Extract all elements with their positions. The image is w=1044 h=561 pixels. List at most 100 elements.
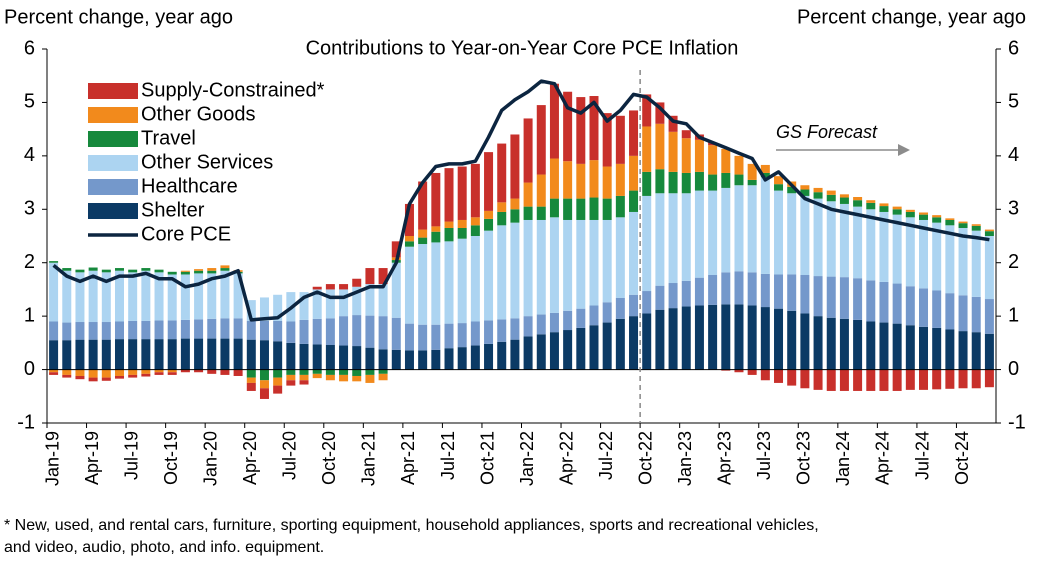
bar-segment — [760, 172, 770, 178]
x-tick-label: Apr-22 — [556, 431, 576, 485]
x-tick-label: Apr-19 — [82, 431, 102, 485]
bar-segment — [141, 270, 151, 321]
bar-segment — [866, 321, 876, 370]
bar-segment — [879, 203, 889, 207]
bar-segment — [615, 297, 625, 319]
bar-segment — [62, 369, 72, 375]
bar-segment — [589, 305, 599, 326]
bar-segment — [629, 155, 639, 191]
bar-segment — [668, 171, 678, 194]
y-tick-label: 5 — [24, 91, 35, 113]
bar-segment — [932, 222, 942, 291]
x-tick-label: Oct-21 — [477, 431, 497, 485]
bar-segment — [88, 270, 98, 323]
bar-segment — [919, 219, 929, 289]
bar-segment — [141, 369, 151, 374]
x-tick-label: Jan-21 — [359, 431, 379, 486]
bar-segment — [101, 272, 111, 323]
bar-segment — [774, 176, 784, 185]
bar-segment — [853, 206, 863, 279]
bar-segment — [774, 308, 784, 370]
bar-segment — [154, 320, 164, 340]
bar-segment — [523, 316, 533, 337]
bar-segment — [905, 217, 915, 287]
bar-segment — [602, 302, 612, 323]
bar-segment — [958, 295, 968, 332]
bar-segment — [510, 134, 520, 199]
bar-segment — [668, 131, 678, 172]
bar-segment — [984, 231, 994, 236]
bar-segment — [747, 163, 757, 180]
bar-segment — [760, 307, 770, 370]
bar-segment — [273, 294, 283, 321]
bar-segment — [154, 272, 164, 321]
bar-segment — [391, 349, 401, 370]
bar-segment — [563, 198, 573, 220]
bar-segment — [246, 300, 256, 321]
bar-segment — [154, 339, 164, 370]
bar-segment — [273, 320, 283, 342]
bar-segment — [655, 193, 665, 286]
bar-segment — [62, 374, 72, 378]
bar-segment — [971, 296, 981, 333]
bar-segment — [62, 270, 72, 323]
bar-segment — [62, 340, 72, 370]
bar-segment — [457, 323, 467, 348]
bar-segment — [457, 227, 467, 239]
bar-segment — [984, 229, 994, 232]
bar-segment — [932, 217, 942, 223]
bar-segment — [88, 322, 98, 340]
bar-segment — [589, 96, 599, 161]
bar-segment — [721, 369, 731, 371]
bar-segment — [549, 83, 559, 159]
bar-segment — [62, 322, 72, 341]
bar-segment — [497, 202, 507, 212]
bar-segment — [404, 241, 414, 247]
bar-segment — [971, 369, 981, 389]
bar-segment — [154, 369, 164, 373]
bar-segment — [180, 274, 190, 320]
bar-segment — [576, 219, 586, 309]
bar-segment — [602, 322, 612, 370]
bar-segment — [299, 369, 309, 375]
legend-swatch — [88, 83, 138, 99]
bar-segment — [128, 272, 138, 321]
bar-segment — [207, 318, 217, 339]
bar-segment — [734, 304, 744, 370]
bar-segment — [853, 369, 863, 391]
bar-segment — [404, 350, 414, 370]
bar-segment — [484, 152, 494, 211]
bar-segment — [879, 369, 889, 391]
bar-segment — [75, 272, 85, 323]
bar-segment — [760, 164, 770, 173]
bar-segment — [892, 283, 902, 324]
bar-segment — [971, 225, 981, 231]
bar-segment — [352, 286, 362, 316]
legend-swatch — [88, 155, 138, 171]
bar-segment — [365, 369, 375, 375]
bar-segment — [642, 313, 652, 370]
bar-segment — [246, 377, 256, 383]
bar-segment — [167, 320, 177, 340]
bar-segment — [919, 212, 929, 215]
legend-label: Core PCE — [141, 223, 231, 245]
bar-segment — [49, 340, 59, 370]
x-tick-label: Jan-20 — [201, 431, 221, 486]
bar-segment — [563, 310, 573, 331]
bar-segment — [589, 160, 599, 198]
bar-segment — [853, 196, 863, 201]
bar-segment — [431, 231, 441, 243]
bar-segment — [246, 382, 256, 391]
bar-segment — [194, 319, 204, 339]
bar-segment — [576, 327, 586, 370]
bar-segment — [839, 203, 849, 278]
bar-segment — [826, 190, 836, 195]
bar-segment — [325, 374, 335, 381]
bar-segment — [194, 369, 204, 373]
bar-segment — [325, 318, 335, 345]
legend-swatch — [88, 179, 138, 195]
bar-segment — [721, 304, 731, 370]
footnote: and video, audio, photo, and info. equip… — [4, 539, 324, 556]
bar-segment — [813, 187, 823, 193]
bar-segment — [299, 380, 309, 385]
